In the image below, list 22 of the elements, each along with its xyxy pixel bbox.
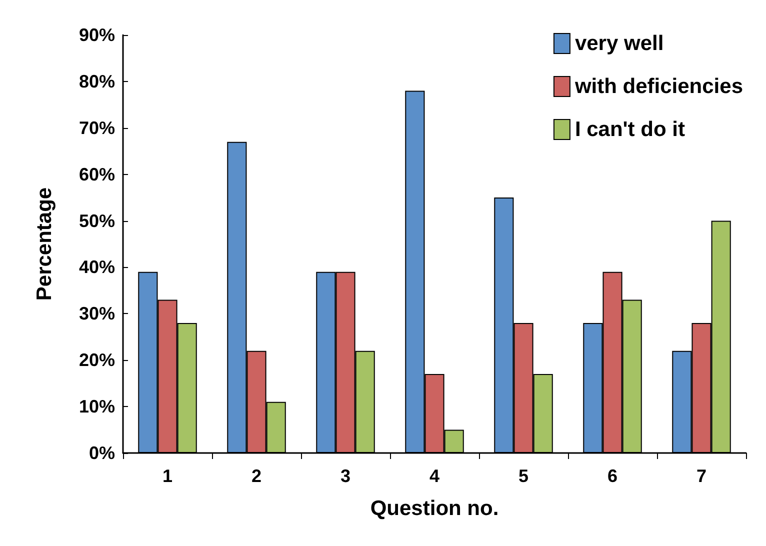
y-tick-label: 20% bbox=[78, 350, 115, 370]
y-tick-label: 90% bbox=[78, 25, 115, 45]
legend-label: I can't do it bbox=[574, 118, 685, 141]
x-tick-label: 6 bbox=[607, 466, 618, 486]
y-tick-label: 30% bbox=[78, 304, 115, 324]
x-tick-label: 7 bbox=[696, 466, 707, 486]
y-tick-label: 10% bbox=[78, 396, 115, 417]
x-tick-label: 2 bbox=[251, 466, 262, 486]
y-tick-label: 60% bbox=[78, 164, 115, 184]
x-tick-label: 3 bbox=[340, 466, 351, 486]
y-tick-label: 40% bbox=[78, 257, 115, 278]
x-axis-title: Question no. bbox=[370, 497, 499, 520]
y-tick-label: 0% bbox=[88, 443, 115, 463]
y-tick-label: 80% bbox=[78, 71, 115, 92]
legend-label: very well bbox=[574, 32, 664, 55]
y-axis-title: Percentage bbox=[33, 187, 56, 301]
x-tick-label: 4 bbox=[429, 466, 440, 486]
x-tick-label: 1 bbox=[162, 466, 173, 486]
legend-label: with deficiencies bbox=[574, 75, 744, 98]
x-tick-label: 5 bbox=[518, 466, 529, 486]
y-tick-label: 70% bbox=[78, 118, 115, 138]
y-tick-label: 50% bbox=[78, 210, 115, 231]
